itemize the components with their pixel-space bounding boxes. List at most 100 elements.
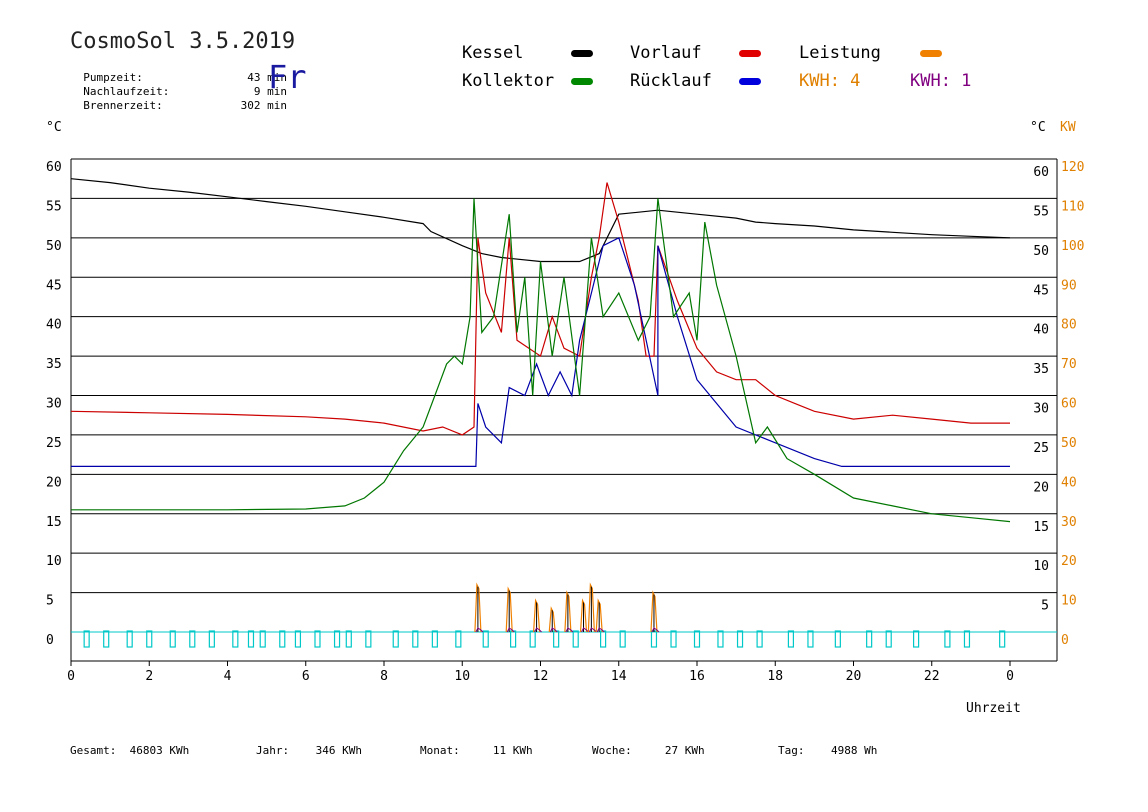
stat-brennerzeit-value: 302 min [240,99,287,112]
pump-pulse-mark [510,630,517,648]
y-left-tick-label: 25 [46,436,62,451]
total-gesamt: Gesamt: 46803 KWh [70,744,189,757]
y-right-kw-tick-label: 120 [1061,160,1084,175]
stat-nachlaufzeit-value: 9 min [253,85,287,98]
total-jahr: Jahr: 346 KWh [256,744,362,757]
pump-pulse-mark [279,630,286,648]
x-tick-label: 20 [846,669,862,684]
pump-pulse-mark [412,630,419,648]
pump-pulse-mark [392,630,399,648]
total-monat-value: 11 KWh [492,744,533,757]
total-woche: Woche: 27 KWh [592,744,705,757]
legend-leistung-swatch [920,50,942,57]
y-right-c-tick-label: 20 [1033,480,1049,495]
y-right-kw-tick-label: 110 [1061,199,1084,214]
total-monat: Monat: 11 KWh [420,744,533,757]
total-woche-label: Woche: [592,744,632,757]
y-left-tick-label: 35 [46,357,62,372]
y-left-tick-label: 45 [46,278,62,293]
pump-pulse-mark [912,630,920,648]
pump-pulse-mark [431,630,438,648]
stat-nachlaufzeit: Nachlaufzeit: 9 min [70,72,287,98]
kwh-spike [651,627,660,633]
pump-pulse-mark [885,630,892,648]
x-tick-label: 0 [1006,669,1014,684]
legend-kessel: Kessel [462,43,524,63]
pump-pulse-mark [807,630,814,648]
legend-ruecklauf: Rücklauf [630,71,712,91]
y-left-tick-label: 55 [46,199,62,214]
kwh-spike [565,627,574,633]
total-tag: Tag: 4988 Wh [778,744,877,757]
legend-vorlauf-swatch [739,50,761,57]
series-line-rcklauf [71,236,1010,467]
pump-pulse-mark [787,630,795,648]
y-left-tick-label: 50 [46,239,62,254]
legend-kollektor: Kollektor [462,71,555,91]
legend-leistung: Leistung [799,43,881,63]
y-right-kw-tick-label: 0 [1061,633,1069,648]
kwh-spike [534,627,542,633]
x-tick-label: 0 [67,669,75,684]
stat-pumpzeit: Pumpzeit: 43 min [70,58,287,84]
y-left-tick-label: 0 [46,633,54,648]
y-right-kw-tick-label: 30 [1061,515,1077,530]
y-right-kw-tick-label: 100 [1061,239,1084,254]
x-tick-label: 6 [302,669,310,684]
y-right-c-tick-label: 5 [1041,599,1049,614]
legend-vorlauf: Vorlauf [630,43,702,63]
pump-pulse-mark [619,630,626,648]
pump-pulse-mark [365,630,372,648]
x-tick-label: 10 [454,669,470,684]
total-jahr-value: 346 KWh [315,744,362,757]
y-right-c-tick-label: 25 [1033,441,1049,456]
x-tick-label: 22 [924,669,940,684]
y-right-c-tick-label: 10 [1033,559,1049,574]
pump-pulse-mark [83,630,90,648]
pump-pulse-mark [146,630,153,648]
series-line-kollektor [71,198,1011,523]
pump-pulse-mark [189,630,196,648]
x-tick-label: 16 [689,669,705,684]
y-right-c-tick-label: 50 [1033,244,1049,259]
y-right-c-tick-label: 30 [1033,402,1049,417]
total-gesamt-value: 46803 KWh [129,744,190,757]
kwh-spike [581,627,589,633]
x-tick-label: 12 [533,669,549,684]
legend-kwh-purple: KWH: 1 [910,71,972,91]
pump-pulse-mark [944,630,951,648]
pump-pulse-mark [345,630,352,648]
y-left-tick-label: 60 [46,160,62,175]
pump-pulse-mark [247,630,255,648]
right-unit-c-label: °C [1030,120,1046,135]
y-right-c-tick-label: 40 [1033,323,1049,338]
pump-pulse-mark [333,630,341,648]
y-right-c-tick-label: 15 [1033,520,1049,535]
y-right-c-tick-label: 55 [1033,204,1049,219]
pump-pulse-mark [208,630,215,648]
y-left-tick-label: 30 [46,397,62,412]
legend-kollektor-swatch [571,78,593,85]
y-right-c-tick-label: 60 [1033,165,1049,180]
legend-ruecklauf-swatch [739,78,761,85]
kwh-spike [506,627,515,633]
x-tick-label: 8 [380,669,388,684]
stat-pumpzeit-label: Pumpzeit: [83,71,143,84]
pump-pulse-mark [650,630,658,648]
stat-nachlaufzeit-label: Nachlaufzeit: [83,85,170,98]
legend-kwh-orange: KWH: 4 [799,71,861,91]
kwh-spike [596,627,605,633]
pump-pulse-mark [599,630,607,648]
chart-title: CosmoSol 3.5.2019 [70,29,296,54]
weekday-label: Fr [268,58,307,96]
y-left-tick-label: 15 [46,515,62,530]
pump-pulse-mark [103,630,110,648]
y-right-kw-tick-label: 40 [1061,475,1077,490]
y-left-tick-label: 40 [46,318,62,333]
y-right-kw-tick-label: 80 [1061,318,1077,333]
pump-pulse-mark [169,630,176,648]
y-right-kw-tick-label: 10 [1061,594,1077,609]
pump-pulse-mark [866,630,873,648]
pump-pulse-mark [693,630,701,648]
x-tick-label: 2 [145,669,153,684]
